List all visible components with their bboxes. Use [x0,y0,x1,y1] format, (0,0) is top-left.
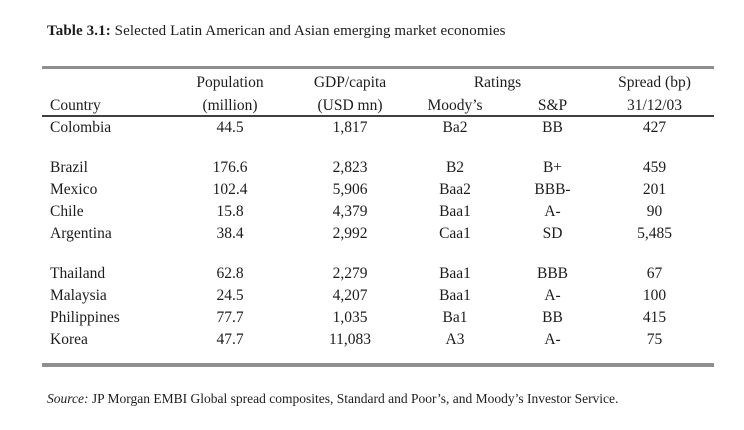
table-title-text: Selected Latin American and Asian emergi… [110,23,506,39]
cell-sp: BB [542,119,563,136]
table-row: Korea 47.7 11,083 A3 A- 75 [42,329,714,351]
table-row: Colombia 44.5 1,817 Ba2 BB 427 [42,116,714,139]
header-gdp-unit: (USD mn) [300,92,400,117]
header-row-top: Population GDP/capita Ratings Spread (bp… [42,68,714,93]
header-gdp: GDP/capita [313,74,387,91]
table-row: Chile 15.8 4,379 Baa1 A- 90 [42,201,714,223]
cell-country: Brazil [50,159,88,176]
cell-sp: A- [544,331,561,348]
cell-population: 102.4 [212,181,248,198]
table-row: Malaysia 24.5 4,207 Baa1 A- 100 [42,285,714,307]
cell-sp: B+ [542,159,563,176]
table-row: Thailand 62.8 2,279 Baa1 BBB 67 [42,263,714,285]
cell-population: 44.5 [216,119,244,136]
header-population: Population [196,74,264,91]
cell-sp: BB [542,309,563,326]
cell-moodys: Caa1 [439,225,471,242]
economies-table: Population GDP/capita Ratings Spread (bp… [42,66,714,367]
cell-population: 24.5 [216,287,244,304]
cell-spread: 5,485 [637,225,672,242]
cell-moodys: A3 [445,331,465,348]
cell-population: 77.7 [216,309,244,326]
cell-population: 47.7 [216,331,244,348]
table-row: Philippines 77.7 1,035 Ba1 BB 415 [42,307,714,329]
source-note: Source: JP Morgan EMBI Global spread com… [47,391,618,407]
cell-gdp: 11,083 [328,331,372,348]
cell-spread: 201 [642,181,667,198]
cell-moodys: Baa1 [439,203,471,220]
cell-country: Mexico [50,181,98,198]
cell-gdp: 1,035 [332,309,368,326]
header-row-sub: Country (million) (USD mn) Moody’s S&P 3… [42,92,714,117]
cell-sp: A- [544,287,561,304]
cell-gdp: 2,992 [332,225,368,242]
cell-gdp: 5,906 [332,181,368,198]
cell-sp: A- [544,203,561,220]
cell-spread: 75 [646,331,663,348]
cell-country: Malaysia [50,287,107,304]
cell-moodys: Baa1 [439,287,471,304]
cell-country: Argentina [50,225,112,242]
cell-sp: SD [542,225,563,242]
table-title-number: Table 3.1: [47,23,111,39]
table-row: Brazil 176.6 2,823 B2 B+ 459 [42,157,714,179]
header-blank [42,68,160,93]
table-header: Population GDP/capita Ratings Spread (bp… [42,68,714,117]
cell-spread: 459 [642,159,667,176]
header-ratings: Ratings [473,74,522,91]
header-spread-date: 31/12/03 [595,92,714,117]
cell-country: Colombia [50,119,112,136]
cell-spread: 415 [642,309,667,326]
cell-spread: 427 [642,119,667,136]
cell-moodys: Ba1 [442,309,468,326]
header-sp: S&P [510,92,595,117]
cell-gdp: 2,823 [332,159,368,176]
cell-gdp: 4,207 [332,287,368,304]
table-body: Colombia 44.5 1,817 Ba2 BB 427 Brazil 176.6 2,82… [42,116,714,365]
header-moodys: Moody’s [400,92,510,117]
source-label: Source: [47,391,89,406]
cell-country: Chile [50,203,84,220]
cell-population: 62.8 [216,265,244,282]
cell-country: Korea [50,331,88,348]
cell-country: Philippines [50,309,120,326]
table-row: Argentina 38.4 2,992 Caa1 SD 5,485 [42,223,714,245]
cell-moodys: Baa2 [439,181,471,198]
cell-spread: 90 [646,203,663,220]
cell-population: 15.8 [216,203,244,220]
cell-population: 38.4 [216,225,244,242]
spacer-row [42,139,714,157]
table-row: Mexico 102.4 5,906 Baa2 BBB- 201 [42,179,714,201]
spacer-row [42,245,714,263]
cell-spread: 67 [646,265,663,282]
cell-gdp: 1,817 [332,119,368,136]
cell-sp: BBB- [534,181,571,198]
header-spread: Spread (bp) [618,74,691,91]
cell-gdp: 2,279 [332,265,368,282]
cell-sp: BBB [536,265,568,282]
cell-moodys: Ba2 [442,119,468,136]
header-country: Country [42,92,160,117]
bottom-pad-row [42,351,714,365]
cell-country: Thailand [50,265,106,282]
table-title: Table 3.1: Selected Latin American and A… [47,23,506,40]
source-text: JP Morgan EMBI Global spread composites,… [88,391,619,406]
cell-population: 176.6 [212,159,248,176]
header-population-unit: (million) [160,92,300,117]
cell-moodys: B2 [445,159,465,176]
cell-gdp: 4,379 [332,203,368,220]
cell-moodys: Baa1 [439,265,471,282]
cell-spread: 100 [642,287,667,304]
